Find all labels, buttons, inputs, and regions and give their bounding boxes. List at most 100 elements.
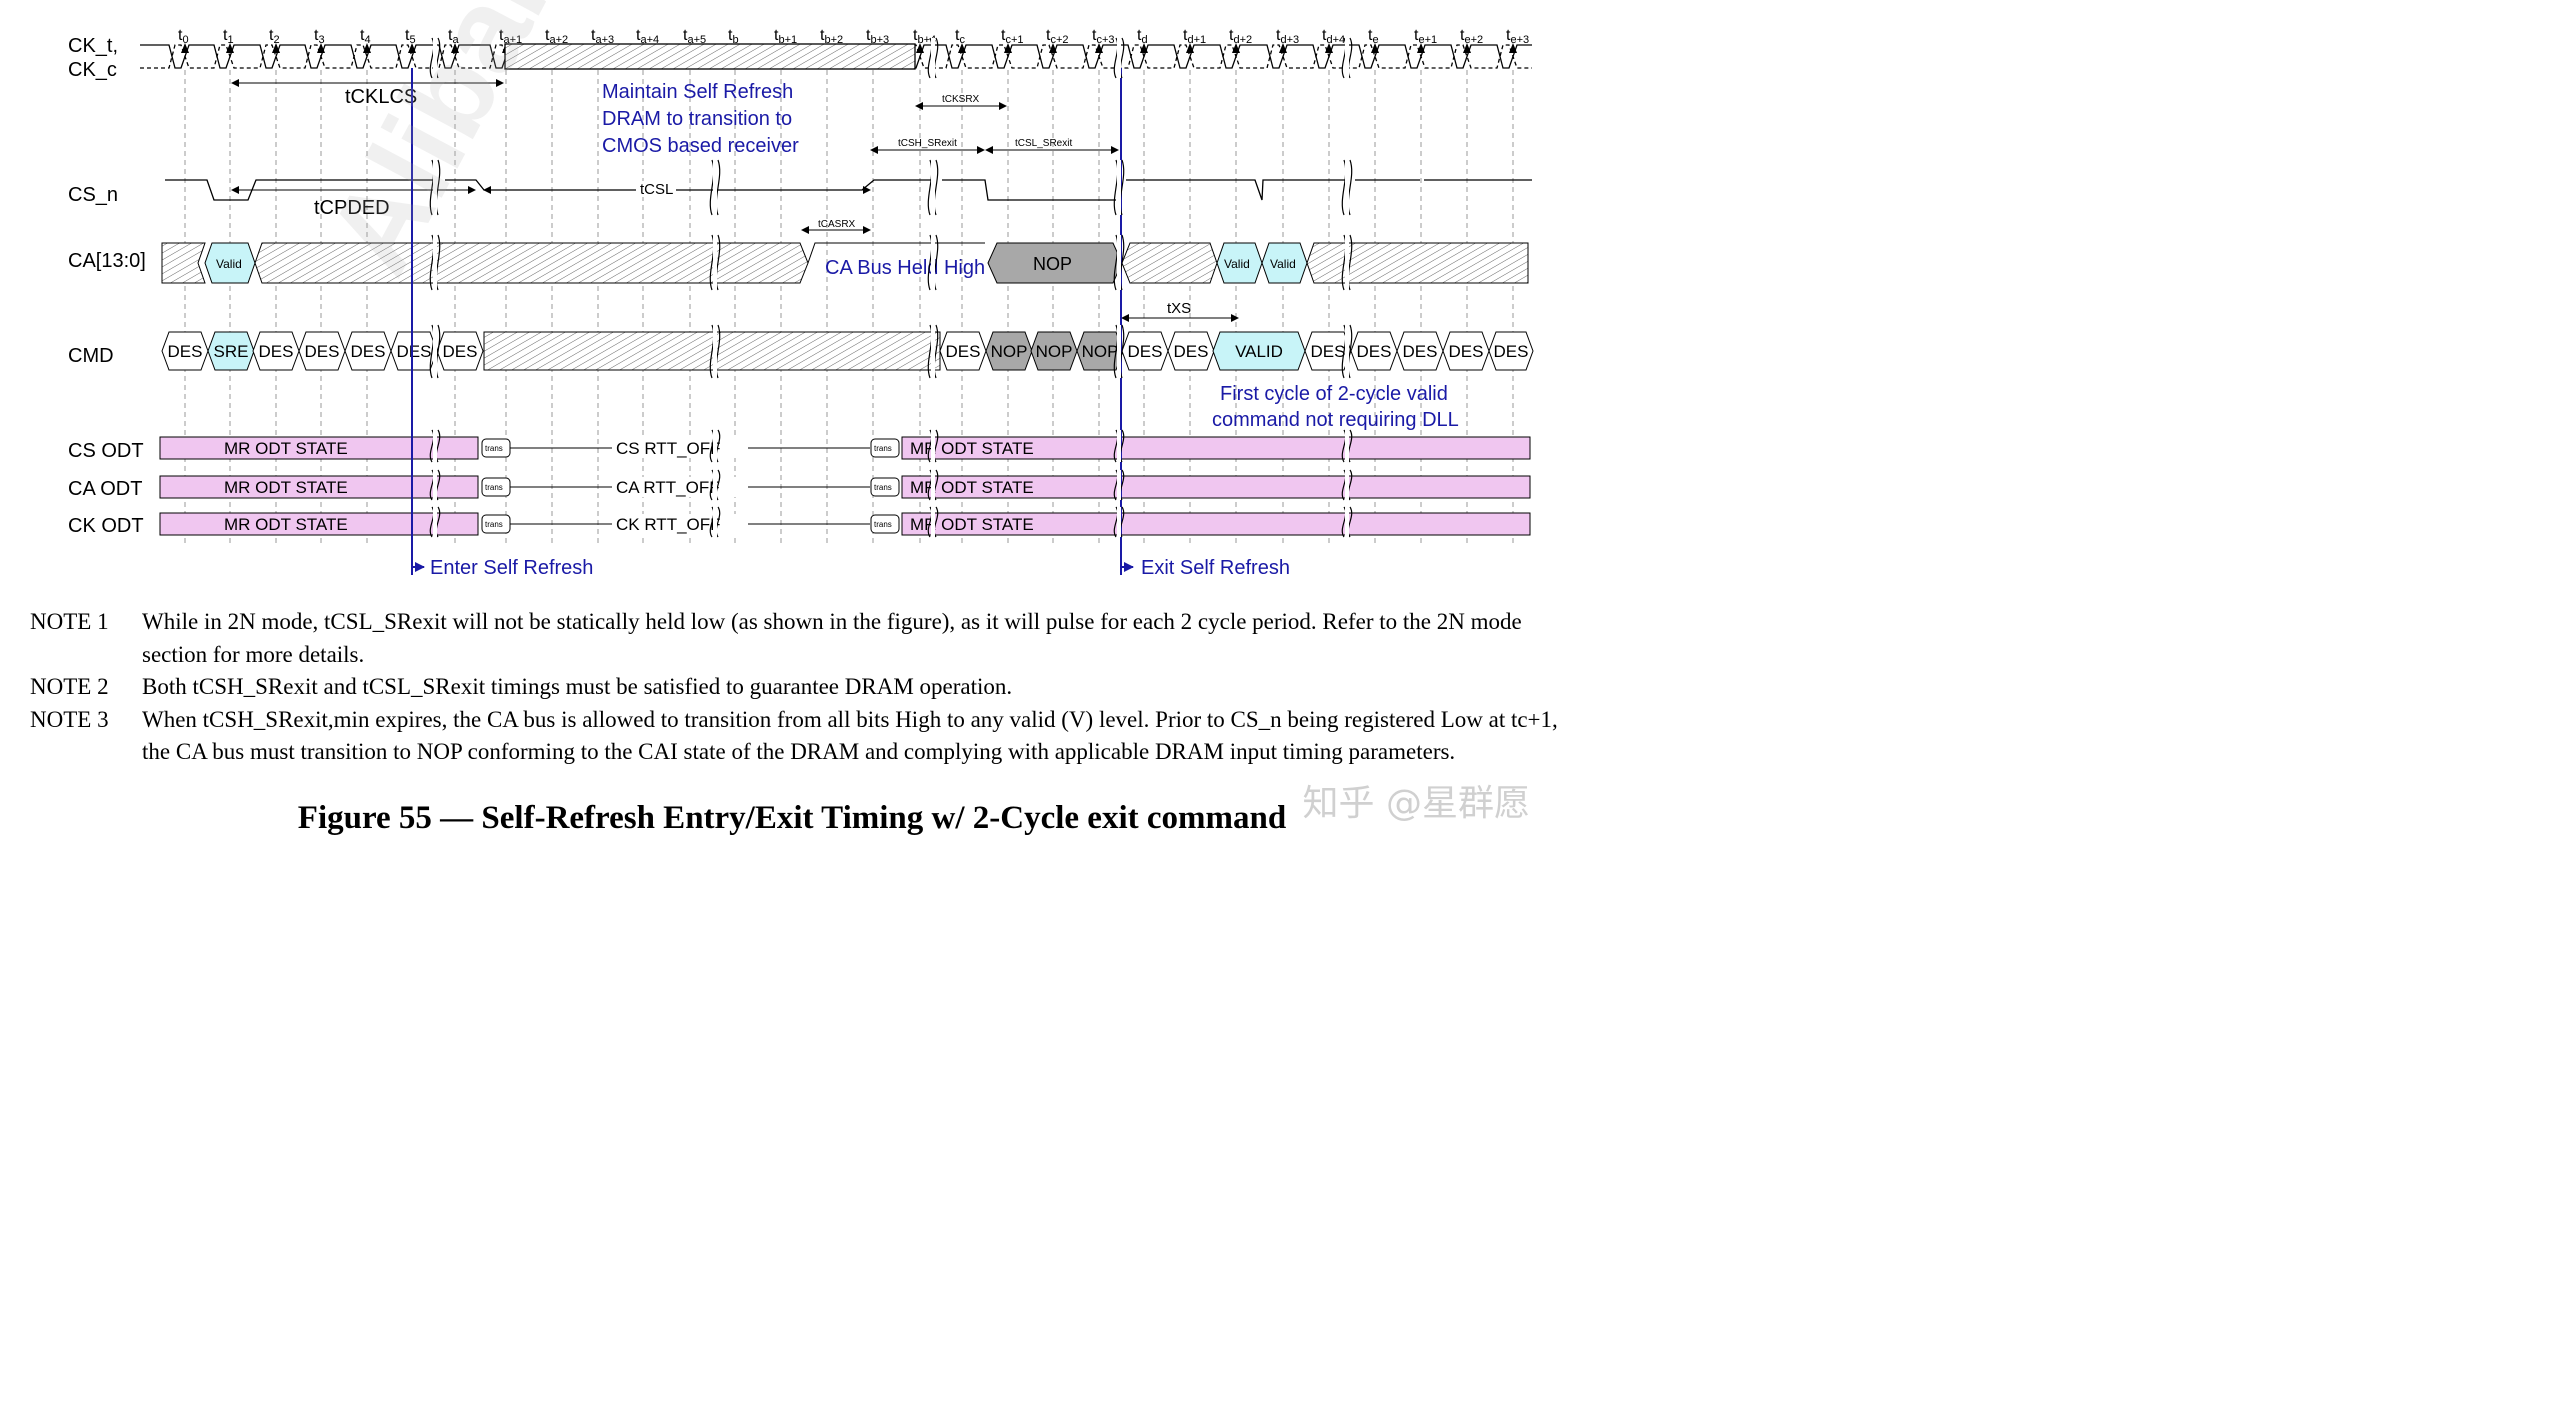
cs-odt-label: CS ODT [68, 440, 144, 462]
cmd-cell-label: DES [1357, 342, 1392, 361]
tick-label: te+2 [1460, 27, 1483, 46]
tick-label: t3 [314, 27, 325, 46]
odt-trans-label: trans [485, 520, 503, 529]
cmd-cell-label: NOP [1036, 342, 1073, 361]
note-text: Both tCSH_SRexit and tCSL_SRexit timings… [142, 674, 1013, 699]
tick-label: td [1137, 27, 1148, 46]
cmd-cell-label: VALID [1235, 342, 1283, 361]
notes-section: NOTE 1 While in 2N mode, tCSL_SRexit wil… [30, 606, 1560, 769]
cmd-cell [1030, 331, 1078, 371]
tick-labels: t0 t1 t2 t3 t4 t5 ta ta+1 ta+2 ta+3 ta+4 ta+5 tb tb+1… [178, 27, 1529, 46]
cs-odt-state-before [159, 436, 479, 460]
ca-valid-1 [204, 242, 256, 284]
cmd-cell-label: NOP [991, 342, 1028, 361]
ca-label: CA[13:0] [68, 250, 146, 272]
cmd-cell-label: DES [1449, 342, 1484, 361]
tick-label: ta+5 [683, 27, 706, 46]
odt-trans-label: trans [874, 444, 892, 453]
tick-label: tb+2 [820, 27, 843, 46]
note-label: NOTE 2 [30, 674, 109, 699]
tcsl-label: tCSL [640, 181, 673, 198]
cmd-cell [1350, 331, 1398, 371]
cmd-cell-label: DES [305, 342, 340, 361]
tick-label: tc [955, 27, 965, 46]
tick-label: ta+4 [636, 27, 659, 46]
ca-odt-state-after [901, 475, 1531, 499]
cmd-cell-label: SRE [214, 342, 249, 361]
cmd-cell [1304, 331, 1352, 371]
odt-rtt-label: CA RTT_OFF [616, 478, 720, 497]
clock-waveform [140, 43, 1532, 70]
tick-label: t5 [405, 27, 416, 46]
first-cycle-text-1: First cycle of 2-cycle valid [1220, 383, 1448, 405]
cmd-cell-label: DES [1174, 342, 1209, 361]
tick-label: ta [448, 27, 459, 46]
note-2: NOTE 2 Both tCSH_SRexit and tCSL_SRexit … [30, 671, 1560, 704]
cmd-cell [298, 331, 346, 371]
cmd-cell [985, 331, 1033, 371]
tick-label: ta+2 [545, 27, 568, 46]
odt-rtt-label: CK RTT_OFF [616, 515, 721, 534]
cmd-cell-label: DES [397, 342, 432, 361]
enter-sr-label: Enter Self Refresh [430, 557, 593, 579]
ca-held-high-text: CA Bus Held High [825, 257, 985, 279]
cmd-cell [1167, 331, 1215, 371]
odt-state-label: MR ODT STATE [224, 478, 348, 497]
ca-odt-state-before [159, 475, 479, 499]
odt-state-label: MR ODT STATE [910, 439, 1034, 458]
tick-label: tb+1 [774, 27, 797, 46]
zhihu-watermark: 知乎 @星群愿 [1302, 783, 1530, 824]
maintain-text-2: DRAM to transition to [602, 108, 792, 130]
cmd-cell-label: DES [443, 342, 478, 361]
tick-label: t1 [223, 27, 234, 46]
tcklcs-label: tCKLCS [345, 86, 417, 108]
cmd-cell-label: DES [1494, 342, 1529, 361]
note-1: NOTE 1 While in 2N mode, tCSL_SRexit wil… [30, 606, 1560, 671]
tick-label: t2 [269, 27, 280, 46]
tick-label: td+3 [1276, 27, 1299, 46]
odt-state-label: MR ODT STATE [910, 478, 1034, 497]
cmd-cell [1442, 331, 1490, 371]
maintain-text-1: Maintain Self Refresh [602, 81, 793, 103]
tick-guides [184, 70, 1514, 545]
ca-valid-2-label: Valid [1224, 257, 1250, 271]
tick-label: ta+3 [591, 27, 614, 46]
tcsl-srexit-label: tCSL_SRexit [1015, 138, 1072, 149]
ck-c-label: CK_c [68, 59, 117, 81]
odt-state-label: MR ODT STATE [224, 439, 348, 458]
ca-valid-3-label: Valid [1270, 257, 1296, 271]
odt-state-label: MR ODT STATE [224, 515, 348, 534]
cmd-cell [161, 331, 209, 371]
tick-label: tc+3 [1092, 27, 1115, 46]
cmd-cell [1488, 331, 1534, 371]
tcpded-label: tCPDED [314, 197, 390, 219]
tick-label: td+1 [1183, 27, 1206, 46]
tick-label: td+4 [1322, 27, 1345, 46]
tcsh-srexit-label: tCSH_SRexit [898, 138, 957, 149]
cs-odt-state-after [901, 436, 1531, 460]
note-text: When tCSH_SRexit,min expires, the CA bus… [142, 706, 1558, 765]
cmd-cell [252, 331, 300, 371]
cmd-label: CMD [68, 345, 114, 367]
tick-label: tc+2 [1046, 27, 1069, 46]
cmd-cell [344, 331, 392, 371]
cmd-cell [1076, 331, 1124, 371]
odt-trans-label: trans [485, 444, 503, 453]
txs-label: tXS [1167, 300, 1191, 317]
cmd-cell-label: DES [1311, 342, 1346, 361]
ck-odt-label: CK ODT [68, 515, 144, 537]
ck-odt-state-before [159, 512, 479, 536]
cmd-cell-label: DES [259, 342, 294, 361]
exit-sr-label: Exit Self Refresh [1141, 557, 1290, 579]
ck-t-label: CK_t, [68, 35, 118, 57]
ck-odt-state-after [901, 512, 1531, 536]
tick-label: td+2 [1229, 27, 1252, 46]
tcasrx-label: tCASRX [818, 219, 856, 230]
tcksrx-label: tCKSRX [942, 94, 980, 105]
timing-diagram: t0 t1 t2 t3 t4 t5 ta ta+1 ta+2 ta+3 ta+4 ta+5 tb tb+1… [68, 27, 1534, 579]
tick-label: te+1 [1414, 27, 1437, 46]
time-break-marks [429, 37, 1353, 538]
cmd-cell [939, 331, 987, 371]
cmd-row: DES SRE DES DES DES DES DES DES NOP NOP NOP DES DES V… [161, 331, 1534, 371]
cmd-cell-label: NOP [1082, 342, 1119, 361]
